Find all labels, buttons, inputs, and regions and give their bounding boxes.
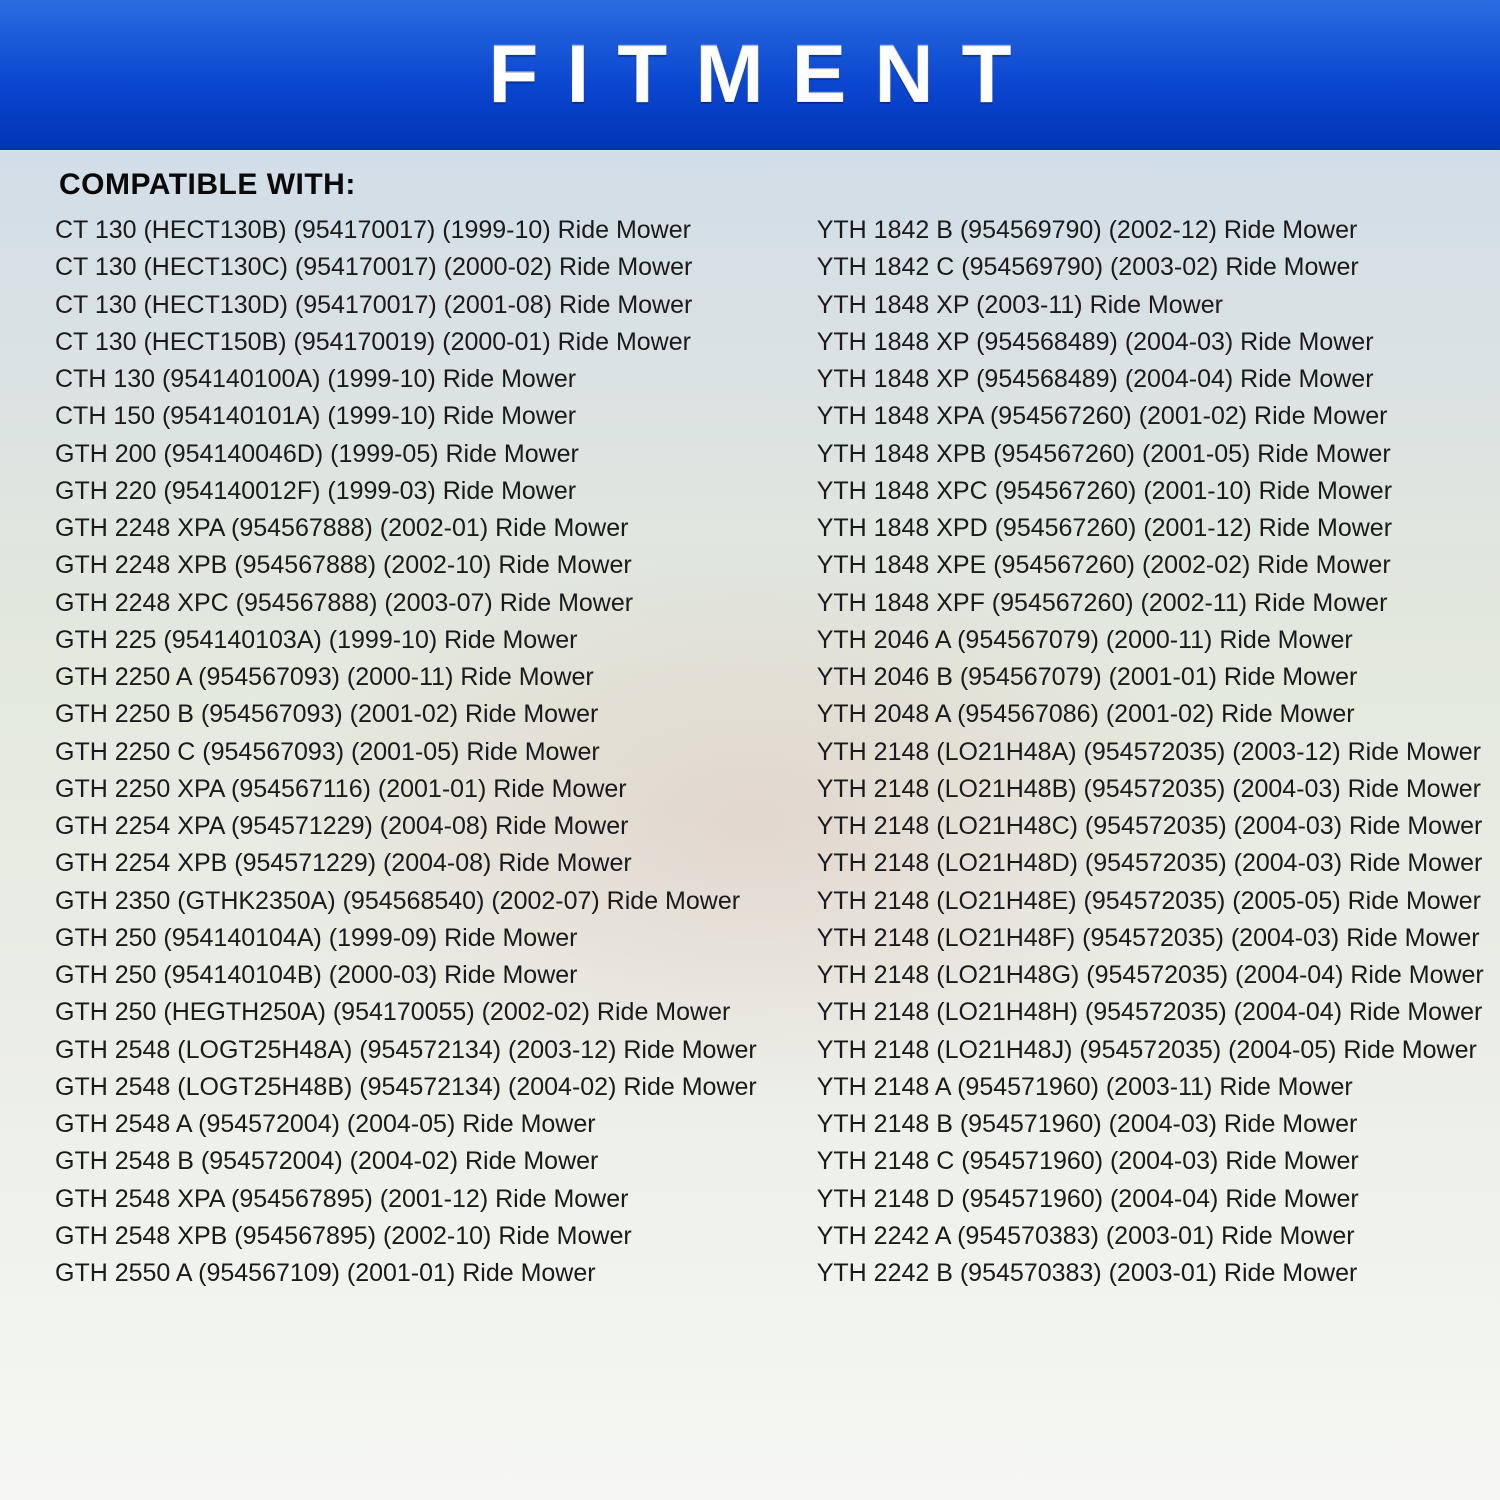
fitment-line: YTH 2148 (LO21H48C) (954572035) (2004-03…: [817, 808, 1484, 845]
fitment-line: YTH 2148 A (954571960) (2003-11) Ride Mo…: [817, 1069, 1484, 1106]
fitment-line: YTH 1848 XP (2003-11) Ride Mower: [817, 287, 1484, 324]
fitment-line: YTH 2242 A (954570383) (2003-01) Ride Mo…: [817, 1218, 1484, 1255]
compatible-with-heading: COMPATIBLE WITH:: [59, 168, 1445, 202]
fitment-line: YTH 2046 B (954567079) (2001-01) Ride Mo…: [817, 659, 1484, 696]
fitment-line: YTH 2148 B (954571960) (2004-03) Ride Mo…: [817, 1106, 1484, 1143]
fitment-line: YTH 1848 XPC (954567260) (2001-10) Ride …: [817, 473, 1484, 510]
fitment-line: GTH 250 (954140104B) (2000-03) Ride Mowe…: [55, 957, 757, 994]
fitment-line: GTH 2548 B (954572004) (2004-02) Ride Mo…: [55, 1143, 757, 1180]
fitment-line: YTH 2148 (LO21H48G) (954572035) (2004-04…: [817, 957, 1484, 994]
fitment-line: CT 130 (HECT130D) (954170017) (2001-08) …: [55, 287, 757, 324]
fitment-line: YTH 1848 XPD (954567260) (2001-12) Ride …: [817, 510, 1484, 547]
fitment-line: GTH 2250 B (954567093) (2001-02) Ride Mo…: [55, 696, 757, 733]
fitment-line: YTH 2148 (LO21H48E) (954572035) (2005-05…: [817, 883, 1484, 920]
fitment-line: GTH 2548 XPB (954567895) (2002-10) Ride …: [55, 1218, 757, 1255]
fitment-line: GTH 2250 XPA (954567116) (2001-01) Ride …: [55, 771, 757, 808]
fitment-line: GTH 2350 (GTHK2350A) (954568540) (2002-0…: [55, 883, 757, 920]
fitment-line: YTH 2148 (LO21H48F) (954572035) (2004-03…: [817, 920, 1484, 957]
fitment-line: YTH 2148 (LO21H48A) (954572035) (2003-12…: [817, 734, 1484, 771]
fitment-line: YTH 1848 XPE (954567260) (2002-02) Ride …: [817, 547, 1484, 584]
fitment-line: GTH 2550 A (954567109) (2001-01) Ride Mo…: [55, 1255, 757, 1292]
fitment-line: CT 130 (HECT130B) (954170017) (1999-10) …: [55, 212, 757, 249]
fitment-line: CT 130 (HECT130C) (954170017) (2000-02) …: [55, 249, 757, 286]
fitment-line: YTH 1848 XPB (954567260) (2001-05) Ride …: [817, 436, 1484, 473]
fitment-line: YTH 2148 (LO21H48J) (954572035) (2004-05…: [817, 1032, 1484, 1069]
fitment-line: YTH 2048 A (954567086) (2001-02) Ride Mo…: [817, 696, 1484, 733]
fitment-line: YTH 2148 (LO21H48D) (954572035) (2004-03…: [817, 845, 1484, 882]
fitment-line: YTH 1842 C (954569790) (2003-02) Ride Mo…: [817, 249, 1484, 286]
fitment-column-right: YTH 1842 B (954569790) (2002-12) Ride Mo…: [817, 212, 1484, 1292]
fitment-line: GTH 2548 (LOGT25H48B) (954572134) (2004-…: [55, 1069, 757, 1106]
fitment-line: YTH 2148 (LO21H48H) (954572035) (2004-04…: [817, 994, 1484, 1031]
fitment-line: GTH 2248 XPA (954567888) (2002-01) Ride …: [55, 510, 757, 547]
fitment-line: YTH 1848 XP (954568489) (2004-03) Ride M…: [817, 324, 1484, 361]
fitment-line: GTH 250 (HEGTH250A) (954170055) (2002-02…: [55, 994, 757, 1031]
fitment-line: YTH 1848 XPA (954567260) (2001-02) Ride …: [817, 398, 1484, 435]
fitment-line: YTH 2148 C (954571960) (2004-03) Ride Mo…: [817, 1143, 1484, 1180]
fitment-line: YTH 2148 D (954571960) (2004-04) Ride Mo…: [817, 1181, 1484, 1218]
fitment-line: YTH 2148 (LO21H48B) (954572035) (2004-03…: [817, 771, 1484, 808]
fitment-line: GTH 200 (954140046D) (1999-05) Ride Mowe…: [55, 436, 757, 473]
fitment-line: GTH 2248 XPB (954567888) (2002-10) Ride …: [55, 547, 757, 584]
content-body: COMPATIBLE WITH: CT 130 (HECT130B) (9541…: [0, 150, 1500, 1500]
fitment-line: YTH 2242 B (954570383) (2003-01) Ride Mo…: [817, 1255, 1484, 1292]
fitment-line: GTH 2548 (LOGT25H48A) (954572134) (2003-…: [55, 1032, 757, 1069]
fitment-line: YTH 1848 XPF (954567260) (2002-11) Ride …: [817, 585, 1484, 622]
fitment-line: GTH 250 (954140104A) (1999-09) Ride Mowe…: [55, 920, 757, 957]
header-banner: FITMENT: [0, 0, 1500, 150]
fitment-line: GTH 2254 XPA (954571229) (2004-08) Ride …: [55, 808, 757, 845]
header-title: FITMENT: [460, 28, 1039, 122]
fitment-columns: CT 130 (HECT130B) (954170017) (1999-10) …: [55, 212, 1445, 1292]
fitment-line: GTH 225 (954140103A) (1999-10) Ride Mowe…: [55, 622, 757, 659]
fitment-line: YTH 2046 A (954567079) (2000-11) Ride Mo…: [817, 622, 1484, 659]
page: FITMENT COMPATIBLE WITH: CT 130 (HECT130…: [0, 0, 1500, 1500]
fitment-line: YTH 1848 XP (954568489) (2004-04) Ride M…: [817, 361, 1484, 398]
fitment-line: CT 130 (HECT150B) (954170019) (2000-01) …: [55, 324, 757, 361]
fitment-line: GTH 2548 XPA (954567895) (2001-12) Ride …: [55, 1181, 757, 1218]
fitment-line: GTH 2250 A (954567093) (2000-11) Ride Mo…: [55, 659, 757, 696]
fitment-line: GTH 2254 XPB (954571229) (2004-08) Ride …: [55, 845, 757, 882]
fitment-column-left: CT 130 (HECT130B) (954170017) (1999-10) …: [55, 212, 757, 1292]
fitment-line: YTH 1842 B (954569790) (2002-12) Ride Mo…: [817, 212, 1484, 249]
fitment-line: GTH 2250 C (954567093) (2001-05) Ride Mo…: [55, 734, 757, 771]
fitment-line: CTH 130 (954140100A) (1999-10) Ride Mowe…: [55, 361, 757, 398]
fitment-line: GTH 2248 XPC (954567888) (2003-07) Ride …: [55, 585, 757, 622]
fitment-line: CTH 150 (954140101A) (1999-10) Ride Mowe…: [55, 398, 757, 435]
fitment-line: GTH 2548 A (954572004) (2004-05) Ride Mo…: [55, 1106, 757, 1143]
fitment-line: GTH 220 (954140012F) (1999-03) Ride Mowe…: [55, 473, 757, 510]
